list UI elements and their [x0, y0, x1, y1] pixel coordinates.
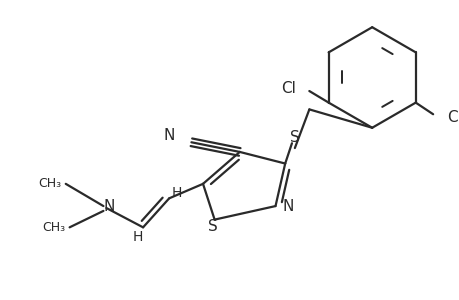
Text: N: N [282, 199, 293, 214]
Text: Cl: Cl [446, 110, 459, 124]
Text: CH₃: CH₃ [39, 177, 62, 190]
Text: Cl: Cl [280, 81, 295, 96]
Text: H: H [171, 185, 182, 200]
Text: N: N [163, 128, 174, 143]
Text: S: S [207, 219, 217, 234]
Text: N: N [103, 199, 115, 214]
Text: H: H [133, 230, 143, 244]
Text: CH₃: CH₃ [43, 221, 66, 234]
Text: S: S [289, 130, 299, 145]
